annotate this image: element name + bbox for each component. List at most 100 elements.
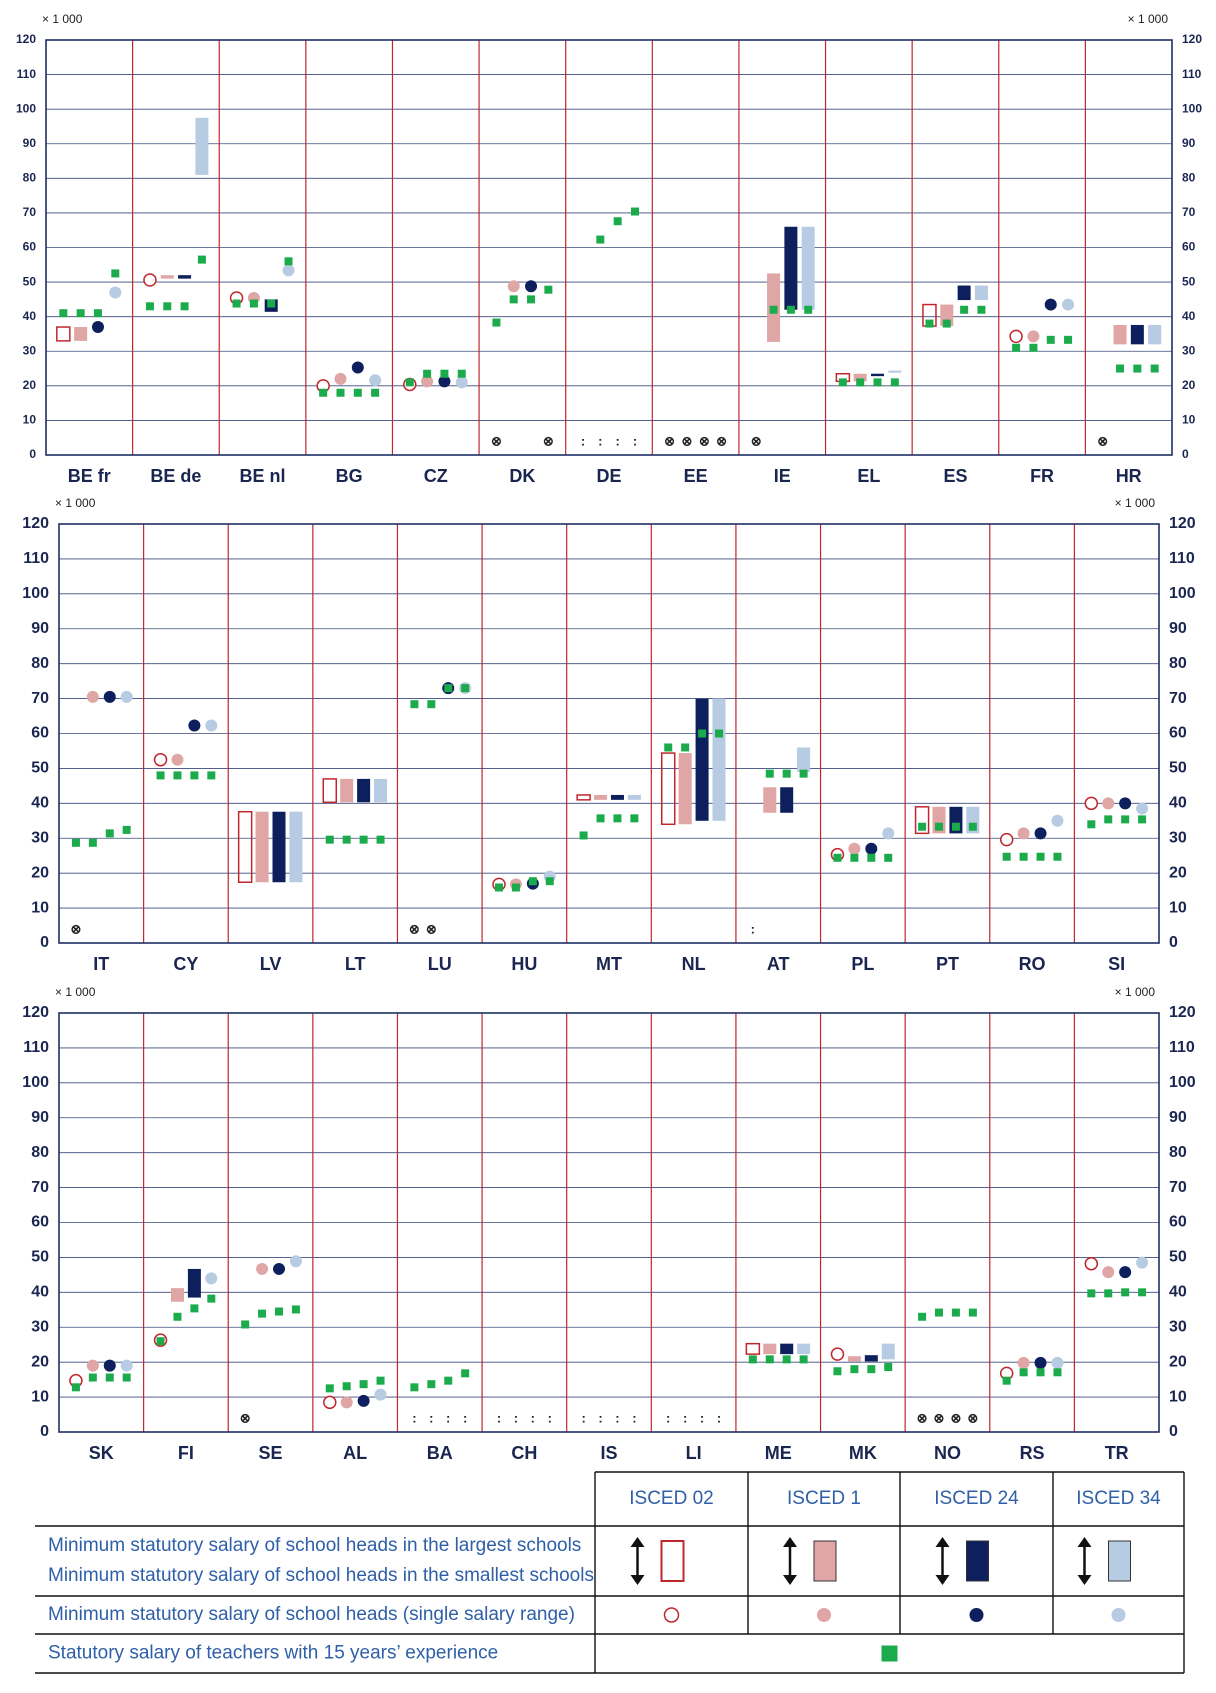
note: : — [632, 1410, 636, 1425]
category-label: EL — [857, 466, 880, 486]
y-tick-label: 10 — [1169, 1388, 1187, 1405]
y-tick-label: 90 — [1169, 1109, 1187, 1126]
y-tick-label: 40 — [1169, 795, 1187, 812]
legend-text: Minimum statutory salary of school heads… — [48, 1565, 594, 1586]
teacher-salary — [163, 302, 172, 311]
single-salary — [1034, 827, 1047, 840]
category-label: HU — [511, 954, 537, 974]
teacher-salary — [698, 729, 707, 738]
single-salary — [1044, 298, 1057, 311]
note: : — [751, 921, 755, 936]
salary-range — [957, 285, 971, 301]
teacher-salary — [1053, 1368, 1062, 1377]
teacher-salary — [968, 1308, 977, 1317]
single-salary — [1009, 329, 1023, 344]
plot-frame — [58, 523, 1160, 944]
note: : — [598, 433, 602, 448]
teacher-salary — [173, 771, 182, 780]
y-tick-label: 120 — [16, 32, 36, 46]
note: : — [666, 1410, 670, 1425]
y-tick-label: 40 — [31, 795, 49, 812]
teacher-salary — [545, 877, 554, 886]
teacher-salary — [423, 369, 432, 378]
teacher-salary — [1036, 852, 1045, 861]
teacher-salary — [850, 853, 859, 862]
category-label: BA — [427, 1443, 453, 1463]
legend-arrow-head — [630, 1537, 645, 1585]
y-tick-label: 110 — [23, 550, 49, 567]
single-salary — [1119, 1266, 1132, 1279]
y-tick-label: 10 — [1169, 899, 1187, 916]
y-tick-label: 20 — [1182, 378, 1196, 392]
category-label: ES — [943, 466, 967, 486]
note: : — [581, 433, 585, 448]
single-salary — [86, 1359, 99, 1372]
single-salary — [1051, 1356, 1064, 1369]
note: : — [700, 1410, 704, 1425]
y-tick-label: 0 — [40, 1423, 49, 1440]
teacher-salary — [544, 285, 553, 294]
note: ⊗ — [543, 433, 554, 448]
teacher-salary — [867, 853, 876, 862]
teacher-salary — [613, 217, 622, 226]
single-salary — [507, 280, 520, 293]
teacher-salary — [951, 822, 960, 831]
salary-range — [853, 373, 867, 382]
teacher-salary — [122, 825, 131, 834]
category-label: EE — [684, 466, 708, 486]
salary-range — [660, 752, 676, 826]
teacher-salary — [376, 835, 385, 844]
legend-teacher-icon — [881, 1645, 898, 1662]
teacher-salary — [804, 305, 813, 314]
salary-range — [1148, 324, 1162, 345]
teacher-salary — [444, 684, 453, 693]
single-salary — [999, 832, 1014, 847]
teacher-salary — [765, 769, 774, 778]
teacher-salary — [890, 378, 899, 387]
single-salary — [188, 719, 201, 732]
teacher-salary — [405, 378, 414, 387]
teacher-salary — [527, 295, 536, 304]
y-tick-label: 30 — [1169, 1318, 1187, 1335]
y-tick-label: 110 — [23, 1039, 49, 1056]
teacher-salary — [1019, 852, 1028, 861]
teacher-salary — [190, 771, 199, 780]
category-label: FI — [178, 1443, 194, 1463]
y-tick-label: 90 — [31, 1109, 49, 1126]
note: : — [497, 1410, 501, 1425]
y-tick-label: 20 — [1169, 1353, 1187, 1370]
category-label: IE — [774, 466, 791, 486]
single-salary — [103, 690, 116, 703]
teacher-salary — [528, 877, 537, 886]
teacher-salary — [833, 853, 842, 862]
teacher-salary — [1087, 1289, 1096, 1298]
y-tick-label: 90 — [31, 620, 49, 637]
y-tick-label: 100 — [1182, 101, 1202, 115]
teacher-salary — [291, 1305, 300, 1314]
note: : — [581, 1410, 585, 1425]
teacher-salary — [1138, 1288, 1147, 1297]
teacher-salary — [769, 305, 778, 314]
salary-range — [695, 698, 709, 821]
salary-range — [914, 806, 930, 835]
y-tick-label: 100 — [1169, 585, 1196, 602]
teacher-salary — [1036, 1368, 1045, 1377]
note: : — [633, 433, 637, 448]
teacher-salary — [935, 822, 943, 831]
single-salary — [1102, 1266, 1115, 1279]
single-salary — [421, 375, 434, 388]
teacher-salary — [88, 1373, 97, 1382]
legend-level: ISCED 24 — [934, 1488, 1019, 1509]
single-salary — [256, 1262, 269, 1275]
teacher-salary — [180, 302, 189, 311]
teacher-salary — [275, 1307, 283, 1316]
single-salary — [109, 286, 122, 299]
salary-range — [195, 117, 209, 175]
note: ⊗ — [699, 433, 710, 448]
legend-point-icon — [1111, 1608, 1126, 1622]
note: ⊗ — [240, 1410, 251, 1425]
single-salary — [882, 827, 895, 840]
salary-range — [289, 811, 303, 883]
y-tick-label: 100 — [22, 1074, 49, 1091]
teacher-salary — [207, 771, 216, 780]
